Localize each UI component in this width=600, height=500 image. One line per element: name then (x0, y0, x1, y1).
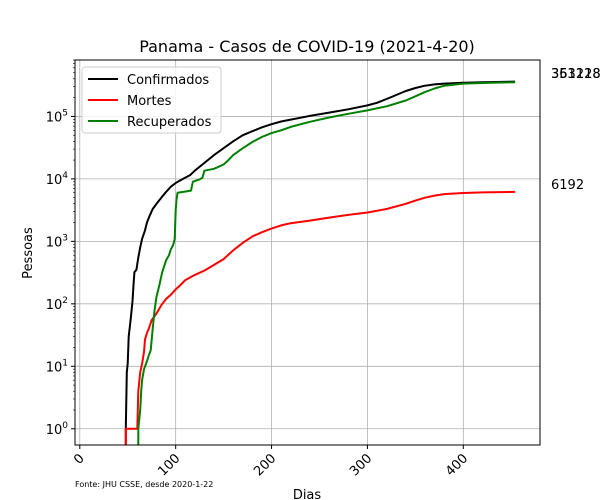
x-axis-label: Dias (293, 488, 322, 500)
x-tick-label: 0 (71, 451, 87, 467)
end-value-label: 6192 (551, 178, 584, 193)
legend-box (81, 66, 222, 134)
series-line-recuperados (137, 81, 516, 445)
end-value-label: 361218 (551, 67, 600, 82)
plot-frame (74, 59, 541, 446)
y-tick-label: 102 (46, 296, 68, 313)
series-layer (124, 80, 516, 445)
legend-label: Mortes (127, 94, 172, 109)
series-line-mortes (124, 190, 516, 445)
x-tick-label: 100 (155, 451, 183, 479)
legend-label: Recuperados (127, 115, 212, 130)
y-tick-label: 105 (46, 108, 68, 125)
legend-label: Confirmados (127, 73, 209, 88)
x-tick-label: 400 (443, 451, 471, 479)
x-tick-label: 200 (251, 451, 279, 479)
chart-title: Panama - Casos de COVID-19 (2021-4-20) (139, 37, 475, 56)
end-value-label: 353128 (551, 67, 600, 82)
y-tick-label: 103 (46, 233, 68, 250)
source-note: Fonte: JHU CSSE, desde 2020-1-22 (75, 480, 213, 489)
x-tick-label: 300 (347, 451, 375, 479)
legend: Confirmados Mortes Recuperados (81, 66, 222, 134)
y-axis-label: Pessoas (21, 227, 36, 279)
y-tick-label: 104 (46, 171, 69, 188)
series-line-confirmados (124, 80, 516, 445)
y-tick-label: 100 (46, 421, 69, 438)
y-tick-label: 101 (46, 358, 68, 375)
